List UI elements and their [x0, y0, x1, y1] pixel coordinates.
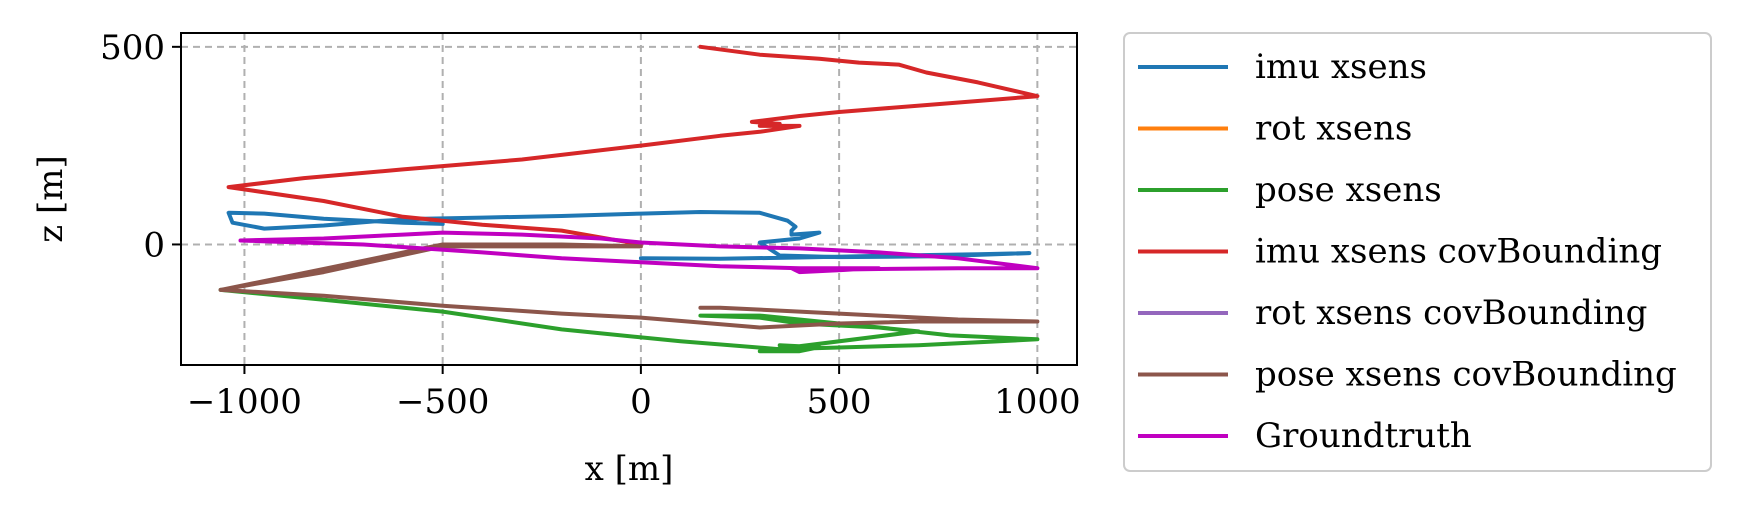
y-axis-label: z [m] — [31, 155, 71, 243]
legend-label: rot xsens covBounding — [1255, 293, 1647, 333]
ticks: −1000 −500 0 500 1000 0 500 — [100, 28, 1081, 422]
legend-entry-imu-xsens-covbounding: imu xsens covBounding — [1138, 232, 1662, 272]
legend-frame — [1123, 32, 1712, 472]
legend-label: imu xsens — [1255, 47, 1427, 87]
x-tick-label: −1000 — [187, 382, 302, 422]
legend-label: Groundtruth — [1255, 416, 1472, 456]
legend: imu xsens rot xsens pose xsens imu xsens co… — [1123, 32, 1712, 472]
legend-entry-rot-xsens-covbounding: rot xsens covBounding — [1138, 293, 1647, 333]
series-line-imu-xsens — [226, 210, 1032, 261]
x-tick-label: 1000 — [994, 382, 1081, 422]
plot-frame — [180, 32, 1078, 366]
legend-label: pose xsens — [1255, 170, 1442, 210]
legend-entry-imu-xsens: imu xsens — [1138, 47, 1427, 87]
x-axis-label: x [m] — [585, 449, 674, 489]
x-tick-label: 0 — [630, 382, 652, 422]
legend-entry-pose-xsens-covbounding: pose xsens covBounding — [1138, 355, 1677, 395]
y-tick-label: 0 — [143, 225, 165, 265]
x-tick-label: 500 — [807, 382, 872, 422]
series-line-groundtruth — [238, 230, 1040, 275]
series-layer — [218, 44, 1040, 354]
series-line-pose-xsens-covbounding — [218, 242, 1040, 330]
legend-label: rot xsens — [1255, 109, 1412, 149]
legend-label: imu xsens covBounding — [1255, 232, 1662, 272]
legend-label: pose xsens covBounding — [1255, 355, 1677, 395]
x-tick-label: −500 — [396, 382, 489, 422]
legend-items: imu xsens rot xsens pose xsens imu xsens co… — [1138, 47, 1677, 456]
series-line-imu-xsens-covbounding — [226, 44, 1040, 247]
legend-entry-rot-xsens: rot xsens — [1138, 109, 1412, 149]
legend-entry-pose-xsens: pose xsens — [1138, 170, 1442, 210]
y-tick-label: 500 — [100, 28, 165, 68]
legend-entry-groundtruth: Groundtruth — [1138, 416, 1472, 456]
